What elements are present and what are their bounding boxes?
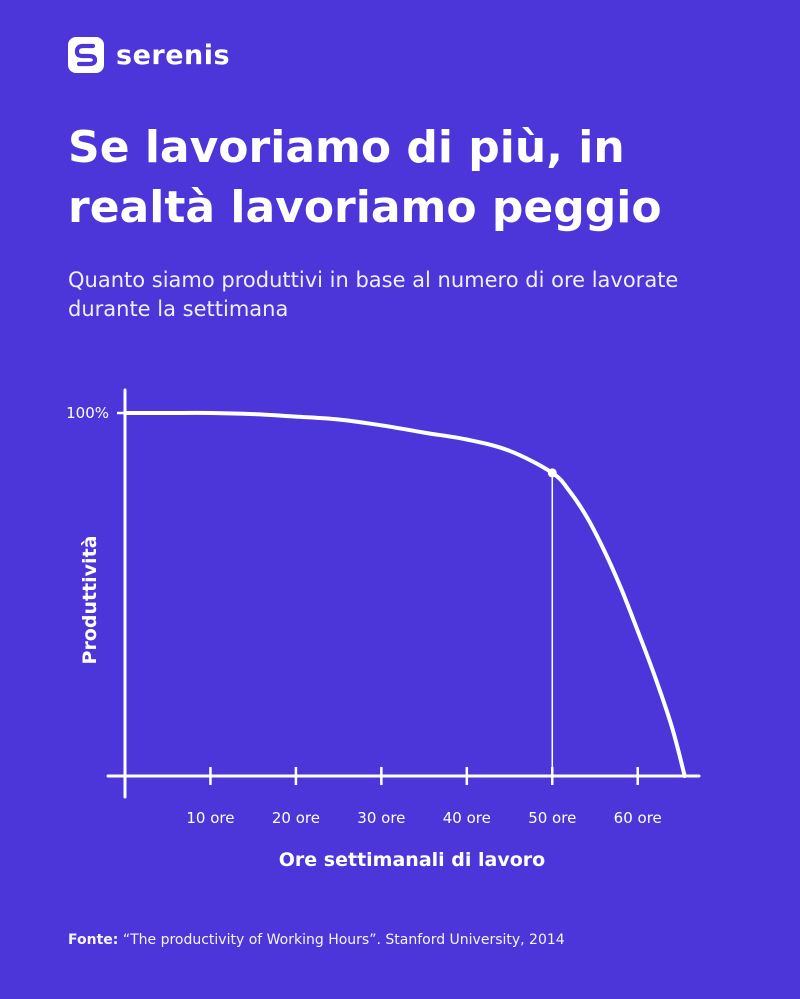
x-tick-label: 10 ore — [186, 809, 234, 827]
brand: serenis — [68, 37, 230, 73]
page-subtitle: Quanto siamo produttivi in base al numer… — [68, 268, 679, 321]
y-tick-label: 100% — [66, 404, 109, 422]
y-axis-label: Produttività — [79, 536, 101, 665]
source-note: Fonte: “The productivity of Working Hour… — [68, 932, 565, 948]
x-axis-label: Ore settimanali di lavoro — [279, 849, 545, 871]
x-tick-label: 50 ore — [528, 809, 576, 827]
x-tick-label: 30 ore — [357, 809, 405, 827]
marker-point — [547, 468, 557, 478]
source-text: “The productivity of Working Hours”. Sta… — [118, 932, 565, 948]
source-label: Fonte: — [68, 932, 119, 948]
x-tick-label: 20 ore — [272, 809, 320, 827]
brand-name: serenis — [116, 39, 231, 71]
productivity-curve — [123, 410, 687, 778]
chart-ticks: 10 ore 20 ore 30 ore 40 ore 50 ore 60 ore 100% — [66, 404, 662, 827]
chart-marks — [123, 410, 687, 778]
page-title: Se lavoriamo di più, in realtà lavoriamo… — [68, 122, 662, 233]
productivity-chart: 10 ore 20 ore 30 ore 40 ore 50 ore 60 ore 100%… — [66, 388, 701, 871]
x-tick-label: 40 ore — [443, 809, 491, 827]
serenis-s-logo-icon — [68, 37, 104, 73]
x-tick-label: 60 ore — [614, 809, 662, 827]
chart-axes — [106, 388, 701, 799]
